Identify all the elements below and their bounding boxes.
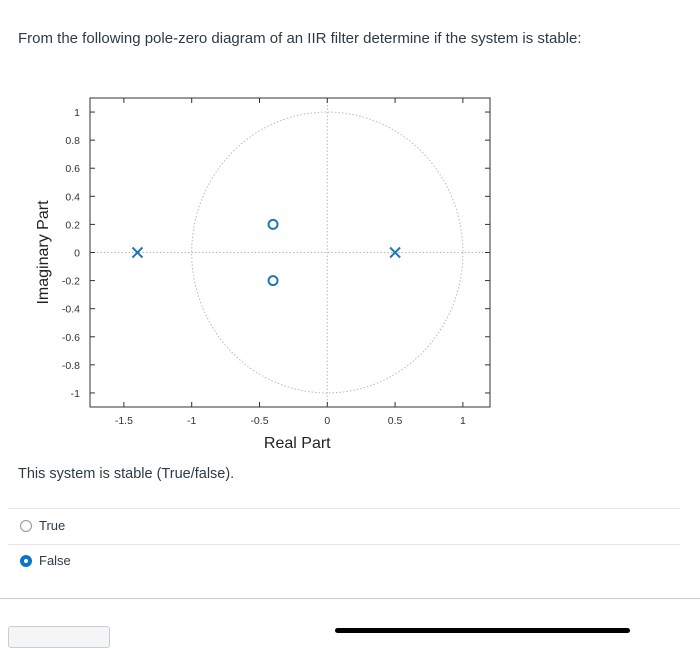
x-tick-label: -1.5	[115, 415, 133, 427]
y-tick-label: 0.8	[65, 135, 80, 147]
y-tick-label: 0	[74, 248, 80, 260]
divider	[8, 508, 680, 509]
y-tick-label: -0.4	[62, 304, 80, 316]
option-true-label: True	[39, 518, 66, 533]
next-button[interactable]	[8, 626, 110, 648]
y-tick-label: -0.6	[62, 332, 80, 344]
y-tick-label: -0.2	[62, 276, 80, 288]
x-tick-label: 0	[324, 415, 330, 427]
question-text: From the following pole-zero diagram of …	[18, 30, 582, 47]
option-true[interactable]: True	[20, 518, 65, 533]
radio-true[interactable]	[20, 519, 32, 532]
home-indicator	[335, 628, 630, 633]
unit-circle	[191, 111, 464, 394]
pole-marker	[389, 246, 401, 259]
y-tick-label: 0.2	[65, 219, 80, 231]
x-tick-label: 1	[460, 415, 466, 427]
y-axis-label: Imaginary Part	[35, 200, 52, 305]
y-tick-label: 0.6	[65, 163, 80, 175]
pole-marker	[131, 246, 144, 259]
radio-false[interactable]	[20, 554, 32, 567]
x-axis-label: Real Part	[264, 435, 331, 452]
y-tick-label: -1	[71, 388, 80, 400]
bottom-panel	[0, 598, 700, 642]
x-tick-label: -1	[187, 415, 196, 427]
x-tick-label: -0.5	[250, 415, 268, 427]
option-false-label: False	[39, 553, 71, 568]
x-tick-label: 0.5	[388, 415, 403, 427]
prompt-text: This system is stable (True/false).	[18, 466, 235, 482]
pole-zero-plot: -1.5 -1 -0.5 0 0.5 1 1 0.8 0.6 0.4 0.2 0 -0.2 -0.4 -0.…	[35, 97, 491, 452]
y-tick-label: 1	[74, 107, 80, 119]
option-false[interactable]: False	[20, 553, 71, 568]
y-tick-label: -0.8	[62, 360, 80, 372]
divider	[8, 544, 680, 545]
zero-marker	[267, 275, 279, 287]
zero-marker	[267, 218, 279, 230]
y-tick-label: 0.4	[65, 191, 80, 203]
